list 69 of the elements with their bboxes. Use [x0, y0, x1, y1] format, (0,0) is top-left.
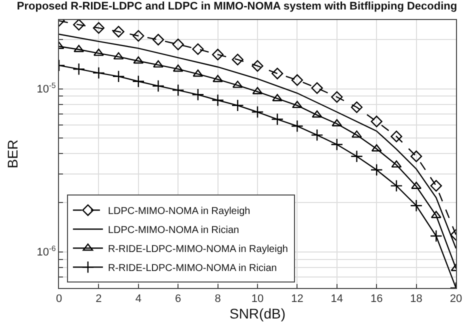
legend-label: LDPC-MIMO-NOMA in Rayleigh — [108, 206, 250, 218]
legend-label: R-RIDE-LDPC-MIMO-NOMA in Rician — [108, 263, 277, 274]
point — [251, 106, 264, 118]
point — [292, 100, 302, 108]
point — [192, 69, 204, 77]
point — [152, 34, 164, 46]
point — [132, 30, 144, 42]
point — [291, 74, 303, 86]
point — [272, 68, 284, 80]
point — [390, 130, 402, 142]
chart-title: Proposed R-RIDE-LDPC and LDPC in MIMO-NOMA system with Bitflipping Decoding — [16, 0, 458, 12]
y-tick-label: 10$^{-6}$ — [36, 244, 56, 259]
x-tick-label: 0 — [56, 293, 62, 306]
x-tick-label: 12 — [291, 293, 304, 306]
legend-label: LDPC-MIMO-NOMA in Rician — [108, 225, 240, 236]
x-axis-title: SNR(dB) — [229, 306, 286, 322]
point — [152, 80, 164, 92]
point — [330, 138, 344, 151]
legend-label: R-RIDE-LDPC-MIMO-NOMA in Rayleigh — [108, 244, 288, 256]
point — [331, 91, 343, 103]
y-axis-title: BER — [4, 140, 20, 168]
x-tick-label: 8 — [214, 293, 221, 306]
point — [72, 62, 86, 76]
x-tick-label: 4 — [135, 293, 142, 306]
point — [390, 180, 403, 192]
point — [430, 230, 442, 242]
point — [172, 64, 184, 72]
point — [352, 130, 362, 138]
point — [112, 70, 125, 83]
x-tick-label: 16 — [370, 293, 383, 306]
y-tick-label: 10$^{-5}$ — [36, 80, 56, 96]
x-tick-label: 2 — [96, 293, 102, 306]
point — [391, 160, 402, 168]
point — [350, 101, 363, 114]
x-tick-label: 14 — [330, 293, 344, 306]
point — [133, 56, 144, 64]
point — [430, 210, 442, 218]
point — [153, 60, 164, 68]
x-tick-label: 10 — [251, 293, 264, 306]
point — [291, 120, 304, 132]
point — [212, 94, 224, 106]
x-tick-label: 6 — [175, 293, 182, 306]
point — [310, 128, 324, 142]
point — [74, 44, 84, 52]
point — [271, 113, 284, 126]
point — [212, 48, 224, 60]
point — [350, 150, 363, 163]
point — [370, 116, 382, 128]
x-tick-label: 20 — [450, 293, 462, 306]
point — [132, 75, 145, 88]
point — [112, 26, 124, 38]
point — [172, 84, 184, 96]
x-tick-label: 18 — [410, 293, 422, 306]
point — [192, 88, 204, 101]
point — [252, 60, 264, 72]
point — [410, 150, 422, 162]
point — [231, 99, 244, 112]
point — [232, 54, 244, 66]
point — [410, 199, 422, 212]
point — [92, 22, 104, 34]
point — [312, 110, 322, 118]
point — [73, 20, 85, 31]
point — [212, 74, 224, 82]
point — [192, 43, 204, 55]
point — [430, 180, 442, 192]
point — [370, 164, 383, 176]
point — [311, 82, 323, 94]
point — [92, 66, 105, 80]
point — [172, 38, 184, 50]
